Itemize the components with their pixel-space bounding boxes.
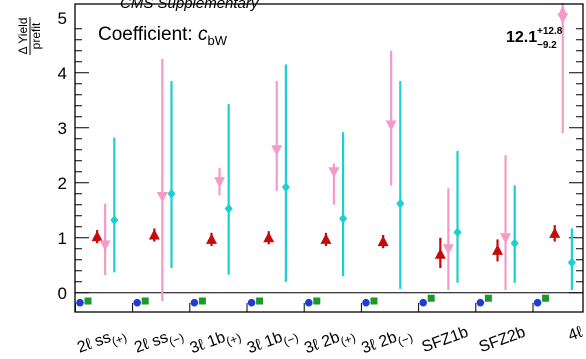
data-point-triangle-down: [442, 244, 454, 255]
coefficient-symbol: c: [198, 24, 208, 45]
y-tick-label: 5: [58, 9, 67, 28]
data-point-triangle: [148, 229, 160, 240]
plot-frame: [74, 3, 584, 313]
coefficient-prefix: Coefficient:: [98, 24, 198, 45]
y-tick-label: 3: [58, 119, 67, 138]
best-fit-value-text: 12.1: [506, 29, 537, 46]
best-fit-central: 12.1: [506, 29, 537, 46]
y-axis-label: Δ Yield prefit: [16, 17, 43, 55]
data-point-triangle-down: [328, 167, 340, 178]
data-point-circle: [419, 298, 427, 307]
y-tick-label: 4: [58, 64, 67, 83]
coefficient-label: Coefficient: cbW: [98, 24, 228, 48]
data-point-triangle: [320, 233, 332, 244]
data-point-circle: [76, 298, 84, 307]
data-point-circle: [190, 298, 199, 307]
category-label-sub: (+): [339, 330, 358, 348]
coefficient-subscript: bW: [207, 33, 227, 48]
overflow-arrow: [558, 5, 567, 14]
y-axis-label-numerator: Δ Yield: [16, 18, 30, 55]
header-fragment: CMS Supplementary: [120, 0, 260, 12]
data-point-triangle: [377, 235, 389, 247]
data-point-circle: [476, 298, 485, 307]
data-point-diamond: [510, 238, 519, 249]
data-point-circle: [304, 298, 313, 307]
x-axis-ticks: [74, 303, 534, 312]
y-axis-ticks: 0 1 2 3 4 5: [58, 9, 583, 303]
data-point-diamond: [567, 257, 576, 268]
category-label-sub: (−): [396, 330, 415, 348]
y-axis-label-denominator: prefit: [29, 22, 43, 49]
data-point-square: [141, 297, 149, 305]
data-point-triangle-down: [500, 233, 512, 244]
best-fit-value: 12.1 +12.8 −9.2: [506, 26, 563, 51]
data-point-diamond: [396, 198, 405, 209]
data-point-circle: [133, 298, 141, 307]
data-point-square: [542, 294, 550, 302]
data-point-diamond: [110, 215, 119, 226]
data-point-triangle: [492, 244, 504, 255]
data-point-triangle-down: [385, 120, 397, 131]
data-point-triangle: [263, 231, 275, 243]
header-fragment-text: CMS Supplementary: [120, 0, 260, 12]
y-tick-label: 2: [58, 174, 67, 193]
data-point-diamond: [167, 188, 176, 199]
data-point-square: [198, 297, 206, 305]
plot-marks: [76, 2, 576, 307]
data-point-triangle: [434, 248, 446, 259]
category-label: 4ℓ: [566, 324, 585, 345]
data-point-diamond: [224, 203, 233, 214]
data-point-triangle-down: [156, 192, 168, 203]
best-fit-plus: +12.8: [537, 26, 563, 37]
category-label-base: 4ℓ: [566, 324, 585, 345]
data-point-triangle-down: [557, 13, 569, 24]
data-point-square: [484, 294, 492, 302]
data-point-triangle-down: [214, 177, 226, 188]
data-point-circle: [533, 298, 542, 307]
data-point-diamond: [339, 213, 348, 224]
coefficient-text: Coefficient: cbW: [98, 24, 228, 48]
y-tick-label: 0: [58, 284, 67, 303]
data-point-triangle: [206, 233, 218, 244]
category-label-sub: (−): [167, 330, 186, 348]
y-tick-label: 1: [58, 229, 67, 248]
data-point-triangle-down: [271, 145, 283, 156]
data-point-circle: [247, 298, 256, 307]
data-point-diamond: [453, 227, 462, 238]
data-point-square: [427, 294, 435, 302]
data-point-diamond: [281, 182, 290, 193]
data-point-square: [370, 297, 378, 305]
data-point-square: [256, 297, 264, 305]
data-point-square: [313, 297, 321, 305]
best-fit-minus: −9.2: [537, 40, 557, 51]
data-point-circle: [362, 298, 370, 307]
category-label-sub: (−): [281, 330, 300, 348]
data-point-square: [84, 297, 92, 305]
category-label-sub: (+): [224, 330, 243, 348]
data-point-triangle: [549, 227, 561, 238]
data-point-triangle: [91, 230, 103, 242]
data-point-triangle-down: [99, 240, 111, 251]
category-label-sub: (+): [110, 330, 129, 348]
